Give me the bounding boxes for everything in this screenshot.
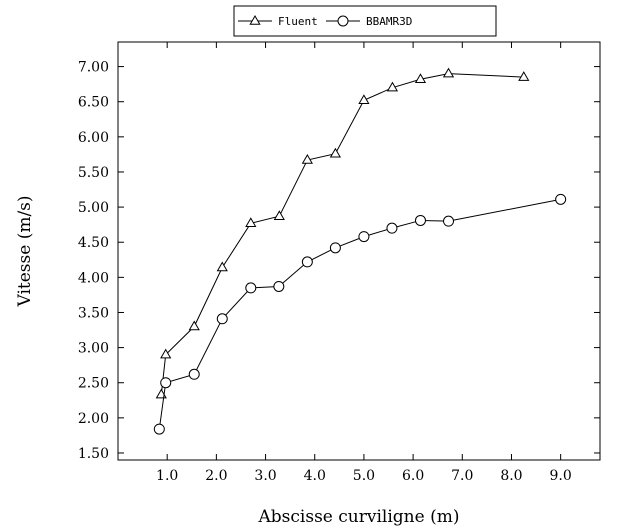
x-tick-label: 2.0 [205,468,227,484]
circle-marker [302,257,312,267]
triangle-marker [275,211,285,219]
circle-marker [246,283,256,293]
triangle-marker [218,263,228,271]
triangle-marker [519,72,529,80]
y-tick-label: 5.00 [78,200,109,216]
x-tick-label: 5.0 [353,468,375,484]
x-tick-label: 6.0 [402,468,424,484]
circle-marker [330,243,340,253]
series-fluent [157,69,529,398]
y-tick-label: 1.50 [78,446,109,462]
circle-marker [274,281,284,291]
circle-marker [161,378,171,388]
triangle-marker [359,95,369,103]
x-tick-label: 7.0 [451,468,473,484]
circle-marker [387,223,397,233]
legend-box [234,6,496,36]
circle-marker [154,424,164,434]
y-tick-label: 2.50 [78,376,109,392]
triangle-marker [444,69,454,77]
y-tick-label: 6.50 [78,95,109,111]
y-tick-label: 7.00 [78,60,109,76]
y-tick-label: 4.50 [78,235,109,251]
y-axis-label: Vitesse (m/s) [15,195,35,307]
x-tick-label: 3.0 [254,468,276,484]
circle-marker [415,215,425,225]
y-tick-label: 4.00 [78,270,109,286]
circle-marker [217,314,227,324]
axis-ticks: 1.0 2.0 3.0 4.0 5.0 6.0 7.0 8.0 9.0 1.50 2.00 2.50 3… [78,42,600,484]
legend-label: Fluent [278,15,318,28]
series-group [154,69,565,434]
x-axis-label: Abscisse curviligne (m) [258,507,460,527]
plot-frame [118,42,600,460]
circle-marker [189,369,199,379]
legend: Fluent BBAMR3D [234,6,496,36]
series-bbamr3d [154,194,565,434]
circle-marker [359,232,369,242]
circle-marker [338,16,348,26]
x-tick-label: 8.0 [500,468,522,484]
circle-marker [444,216,454,226]
legend-label: BBAMR3D [366,15,412,28]
series-line [161,74,523,395]
circle-marker [556,194,566,204]
y-tick-label: 5.50 [78,165,109,181]
x-tick-label: 4.0 [304,468,326,484]
triangle-marker [331,149,341,157]
x-tick-label: 9.0 [550,468,572,484]
triangle-marker [189,322,199,330]
y-tick-label: 2.00 [78,411,109,427]
x-tick-label: 1.0 [156,468,178,484]
y-tick-label: 6.00 [78,130,109,146]
y-tick-label: 3.50 [78,305,109,321]
y-tick-label: 3.00 [78,341,109,357]
